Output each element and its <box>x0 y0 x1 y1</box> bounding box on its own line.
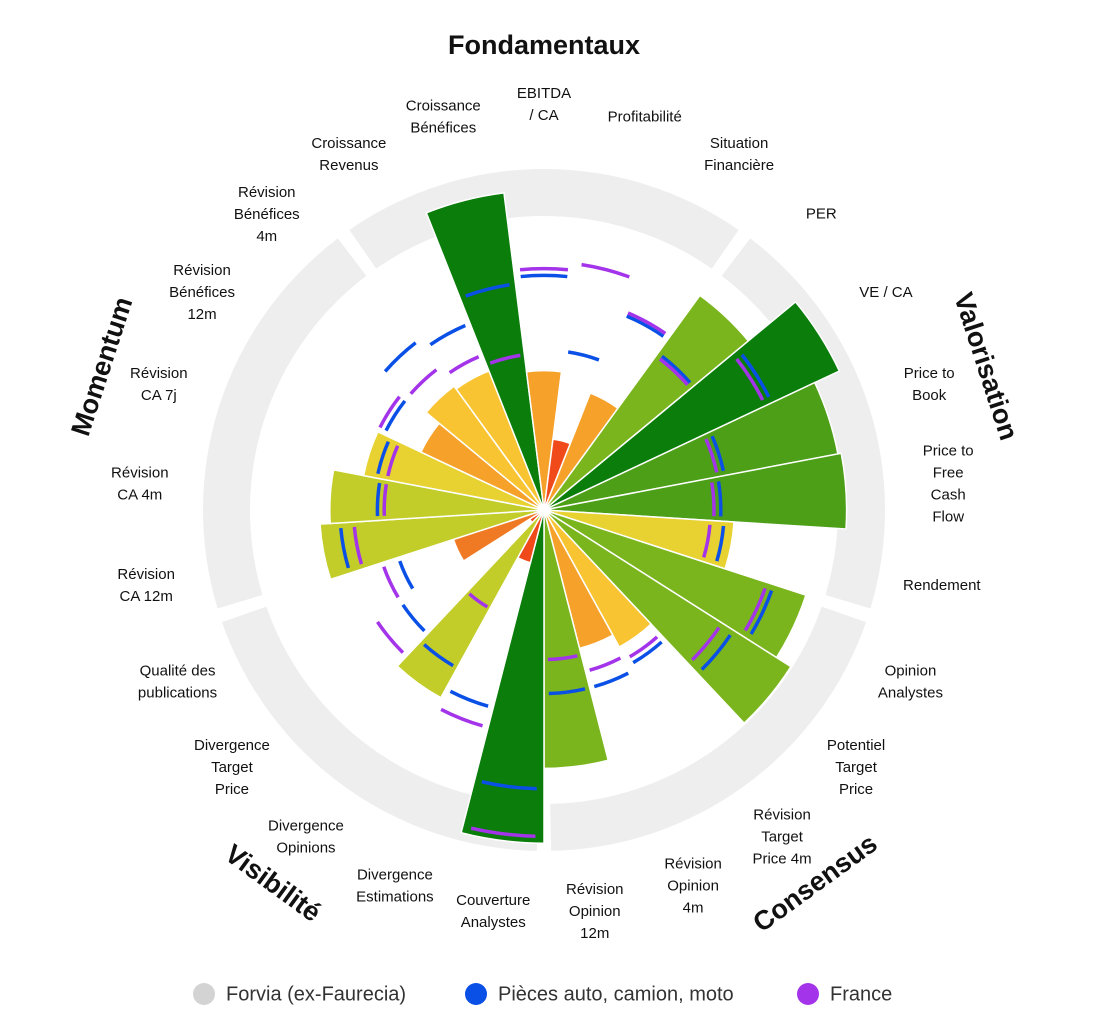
category-label: EBITDA / CA <box>517 85 571 124</box>
benchmark-arc <box>740 353 771 398</box>
benchmark-arc <box>422 643 454 668</box>
benchmark-arc <box>468 592 489 609</box>
benchmark-arc <box>383 341 417 373</box>
benchmark-arc <box>440 707 484 728</box>
category-label: Révision Bénéfices 12m <box>169 262 235 323</box>
benchmark-arc <box>375 482 382 517</box>
benchmark-arc <box>386 445 400 477</box>
benchmark-arc <box>567 350 600 362</box>
category-label: Croissance Revenus <box>311 135 386 174</box>
legend-swatch <box>797 983 819 1005</box>
bar <box>319 509 545 581</box>
category-label: Price to Free Cash Flow <box>923 443 974 526</box>
bar <box>425 385 545 511</box>
benchmark-arc <box>429 323 466 347</box>
bar <box>543 509 792 725</box>
legend-label: Forvia (ex-Faurecia) <box>226 983 406 1005</box>
category-label: Révision CA 4m <box>111 465 169 504</box>
category-label: PER <box>806 206 837 223</box>
bar <box>425 192 545 511</box>
benchmark-arc <box>735 357 765 401</box>
benchmark-arc <box>449 689 489 708</box>
benchmark-arc <box>715 525 726 562</box>
category-label: Divergence Target Price <box>194 737 270 798</box>
benchmark-arc <box>702 524 712 558</box>
category-label: VE / CA <box>859 284 912 301</box>
group-title: Valorisation <box>948 289 1024 444</box>
category-label: Situation Financière <box>704 135 774 174</box>
benchmark-arc <box>384 399 407 432</box>
benchmark-arc <box>626 314 665 338</box>
benchmark-arc <box>589 656 622 672</box>
legend-label: Pièces auto, camion, moto <box>498 983 734 1005</box>
legend-swatch <box>193 983 215 1005</box>
benchmark-arc <box>376 620 405 654</box>
group-band <box>203 238 367 609</box>
category-label: Divergence Estimations <box>356 867 434 906</box>
group-band <box>550 606 867 851</box>
benchmark-arc <box>743 587 767 632</box>
category-label: Révision Bénéfices 4m <box>234 184 300 245</box>
benchmark-arc <box>704 438 719 473</box>
benchmark-arc <box>710 435 726 472</box>
legend-swatch <box>465 983 487 1005</box>
bar <box>543 452 848 530</box>
benchmark-arc <box>581 262 630 279</box>
benchmark-arc <box>691 626 721 662</box>
benchmark-arc <box>716 481 723 517</box>
benchmark-arc <box>749 589 774 635</box>
benchmark-arc <box>627 311 667 335</box>
benchmark-arc <box>489 353 521 365</box>
benchmark-arc <box>352 526 364 565</box>
benchmark-arc <box>632 640 663 665</box>
benchmark-arc <box>409 368 438 395</box>
category-label: Potentiel Target Price <box>827 737 885 798</box>
category-label: Qualité des publications <box>138 662 217 701</box>
category-label: Révision Opinion 12m <box>566 881 624 942</box>
benchmark-arc <box>382 483 389 516</box>
benchmark-arc <box>593 671 630 689</box>
benchmark-arc <box>519 266 569 272</box>
group-title: Momentum <box>65 293 138 439</box>
benchmark-arc <box>481 780 537 791</box>
benchmark-arc <box>660 354 692 384</box>
category-label: Divergence Opinions <box>268 818 344 857</box>
benchmark-arc <box>339 527 351 569</box>
benchmark-arc <box>376 440 390 475</box>
benchmark-arc <box>520 273 568 279</box>
category-label: Opinion Analystes <box>878 662 943 701</box>
benchmark-arc <box>547 654 578 662</box>
category-label: Croissance Bénéfices <box>406 98 481 137</box>
category-label: Price to Book <box>904 365 955 404</box>
group-band <box>349 169 739 269</box>
benchmark-arc <box>448 355 480 375</box>
category-label: Révision CA 12m <box>117 566 175 605</box>
group-title: Fondamentaux <box>448 30 640 60</box>
benchmark-arc <box>628 635 659 659</box>
benchmark-arc <box>398 560 415 590</box>
category-label: Révision Target Price 4m <box>752 807 811 868</box>
benchmark-arc <box>378 395 401 429</box>
category-label: Révision CA 7j <box>130 365 188 404</box>
benchmark-arc <box>700 634 732 671</box>
category-label: Couverture Analystes <box>456 892 530 931</box>
bar <box>543 509 653 649</box>
category-label: Révision Opinion 4m <box>664 856 722 917</box>
benchmark-arc <box>401 603 426 633</box>
benchmark-arc <box>382 566 400 599</box>
bar <box>362 430 545 511</box>
benchmark-arc <box>465 283 510 298</box>
benchmark-arc <box>710 482 716 517</box>
bar <box>460 509 545 844</box>
legend-label: France <box>830 983 892 1005</box>
category-label: Rendement <box>903 577 981 594</box>
bar <box>525 369 563 511</box>
benchmark-arc <box>548 687 586 696</box>
benchmark-arc <box>658 357 689 386</box>
category-label: Profitabilité <box>608 109 682 126</box>
benchmark-arc <box>470 826 536 839</box>
bar <box>543 300 841 511</box>
